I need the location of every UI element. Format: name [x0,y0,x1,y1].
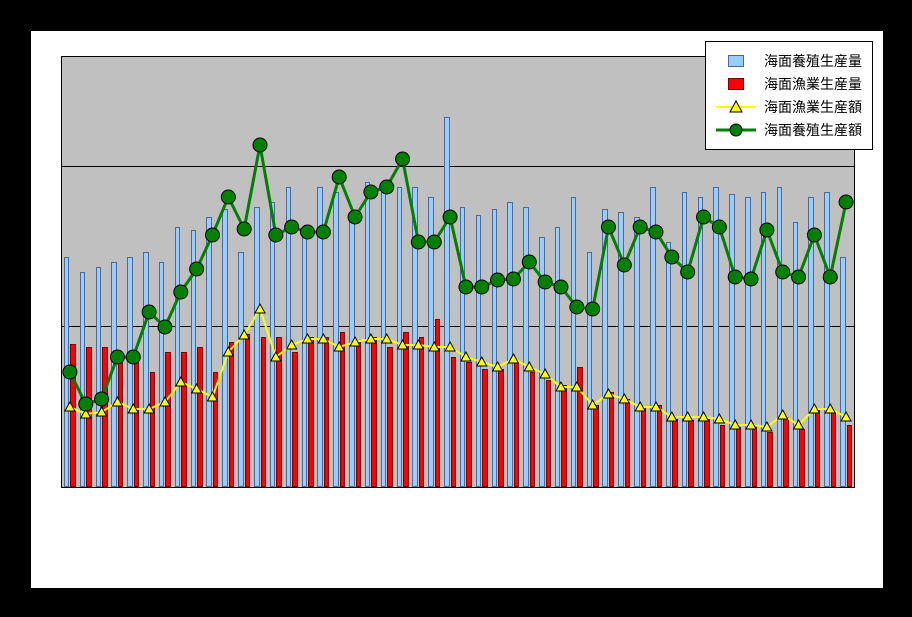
marker-fishery-value [176,377,186,386]
marker-aquaculture-value [221,190,235,204]
marker-aquaculture-value [396,152,410,166]
line-fishery-value [70,309,846,427]
legend-label: 海面漁業生産額 [764,97,862,117]
marker-aquaculture-value [538,275,552,289]
legend-marker-icon [728,99,744,115]
marker-aquaculture-value [776,265,790,279]
marker-aquaculture-value [823,270,837,284]
legend-box-icon [728,55,744,67]
marker-aquaculture-value [744,272,758,286]
marker-fishery-value [841,412,851,421]
marker-aquaculture-value [427,235,441,249]
marker-aquaculture-value [190,262,204,276]
chart-panel: 海面養殖生産量海面漁業生産量海面漁業生産額海面養殖生産額 [30,30,884,589]
legend-swatch [716,123,756,137]
marker-aquaculture-value [633,220,647,234]
marker-aquaculture-value [792,270,806,284]
marker-aquaculture-value [839,195,853,209]
marker-aquaculture-value [712,220,726,234]
marker-aquaculture-value [522,255,536,269]
legend: 海面養殖生産量海面漁業生産量海面漁業生産額海面養殖生産額 [705,41,873,150]
marker-aquaculture-value [665,250,679,264]
marker-fishery-value [112,397,122,406]
marker-aquaculture-value [126,350,140,364]
marker-fishery-value [207,392,217,401]
marker-aquaculture-value [95,392,109,406]
marker-aquaculture-value [554,280,568,294]
marker-aquaculture-value [269,228,283,242]
marker-aquaculture-value [79,397,93,411]
legend-swatch [716,100,756,114]
marker-aquaculture-value [807,228,821,242]
marker-fishery-value [524,362,534,371]
legend-label: 海面養殖生産額 [764,120,862,140]
legend-box-icon [728,78,744,90]
marker-aquaculture-value [681,265,695,279]
marker-fishery-value [65,402,75,411]
marker-aquaculture-value [459,280,473,294]
legend-swatch [716,54,756,68]
marker-aquaculture-value [601,220,615,234]
marker-aquaculture-value [380,180,394,194]
marker-fishery-value [255,304,265,313]
marker-aquaculture-value [348,210,362,224]
legend-label: 海面漁業生産量 [764,74,862,94]
marker-aquaculture-value [491,273,505,287]
marker-fishery-value [239,330,249,339]
marker-aquaculture-value [158,320,172,334]
legend-item: 海面漁業生産額 [716,97,862,117]
legend-item: 海面養殖生産量 [716,51,862,71]
marker-aquaculture-value [63,365,77,379]
marker-aquaculture-value [110,350,124,364]
marker-aquaculture-value [205,228,219,242]
legend-marker-icon [728,122,744,138]
marker-aquaculture-value [285,220,299,234]
marker-aquaculture-value [697,210,711,224]
marker-fishery-value [508,354,518,363]
marker-aquaculture-value [760,223,774,237]
marker-aquaculture-value [253,138,267,152]
marker-aquaculture-value [237,222,251,236]
marker-fishery-value [461,352,471,361]
marker-aquaculture-value [586,302,600,316]
marker-aquaculture-value [364,185,378,199]
marker-aquaculture-value [443,210,457,224]
legend-swatch [716,77,756,91]
marker-aquaculture-value [506,272,520,286]
marker-aquaculture-value [617,258,631,272]
marker-fishery-value [603,389,613,398]
marker-aquaculture-value [411,235,425,249]
marker-fishery-value [778,410,788,419]
marker-aquaculture-value [174,285,188,299]
legend-label: 海面養殖生産量 [764,51,862,71]
marker-aquaculture-value [475,280,489,294]
legend-item: 海面漁業生産量 [716,74,862,94]
marker-aquaculture-value [728,270,742,284]
marker-aquaculture-value [316,225,330,239]
marker-aquaculture-value [142,305,156,319]
marker-aquaculture-value [649,225,663,239]
legend-item: 海面養殖生産額 [716,120,862,140]
marker-aquaculture-value [332,170,346,184]
marker-aquaculture-value [570,300,584,314]
marker-aquaculture-value [301,225,315,239]
